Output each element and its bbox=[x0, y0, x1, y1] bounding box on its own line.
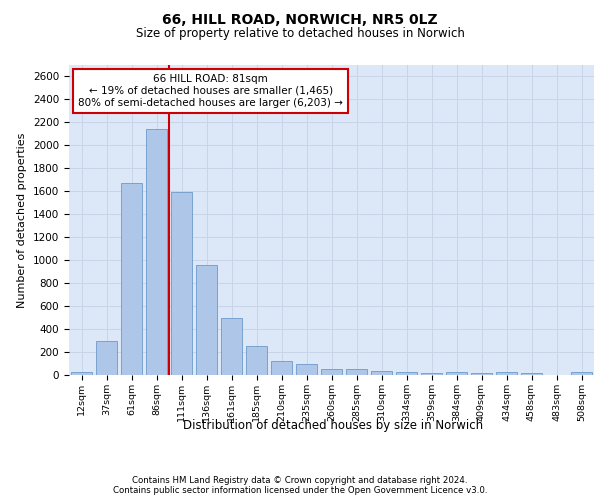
Bar bbox=[446, 372, 467, 375]
Bar bbox=[321, 370, 342, 375]
Bar bbox=[246, 346, 267, 375]
Bar bbox=[171, 192, 192, 375]
Bar bbox=[471, 372, 492, 375]
Bar bbox=[271, 361, 292, 375]
Bar bbox=[396, 372, 417, 375]
Text: Distribution of detached houses by size in Norwich: Distribution of detached houses by size … bbox=[183, 420, 483, 432]
Bar bbox=[296, 364, 317, 375]
Text: Contains public sector information licensed under the Open Government Licence v3: Contains public sector information licen… bbox=[113, 486, 487, 495]
Bar bbox=[521, 372, 542, 375]
Text: 66, HILL ROAD, NORWICH, NR5 0LZ: 66, HILL ROAD, NORWICH, NR5 0LZ bbox=[162, 12, 438, 26]
Bar bbox=[71, 372, 92, 375]
Bar bbox=[496, 372, 517, 375]
Bar bbox=[121, 184, 142, 375]
Bar bbox=[221, 318, 242, 375]
Bar bbox=[146, 130, 167, 375]
Bar bbox=[421, 372, 442, 375]
Bar bbox=[196, 265, 217, 375]
Text: Contains HM Land Registry data © Crown copyright and database right 2024.: Contains HM Land Registry data © Crown c… bbox=[132, 476, 468, 485]
Bar bbox=[96, 340, 117, 375]
Bar bbox=[346, 370, 367, 375]
Text: 66 HILL ROAD: 81sqm
← 19% of detached houses are smaller (1,465)
80% of semi-det: 66 HILL ROAD: 81sqm ← 19% of detached ho… bbox=[79, 74, 343, 108]
Bar bbox=[371, 371, 392, 375]
Text: Size of property relative to detached houses in Norwich: Size of property relative to detached ho… bbox=[136, 28, 464, 40]
Bar bbox=[571, 372, 592, 375]
Y-axis label: Number of detached properties: Number of detached properties bbox=[17, 132, 28, 308]
